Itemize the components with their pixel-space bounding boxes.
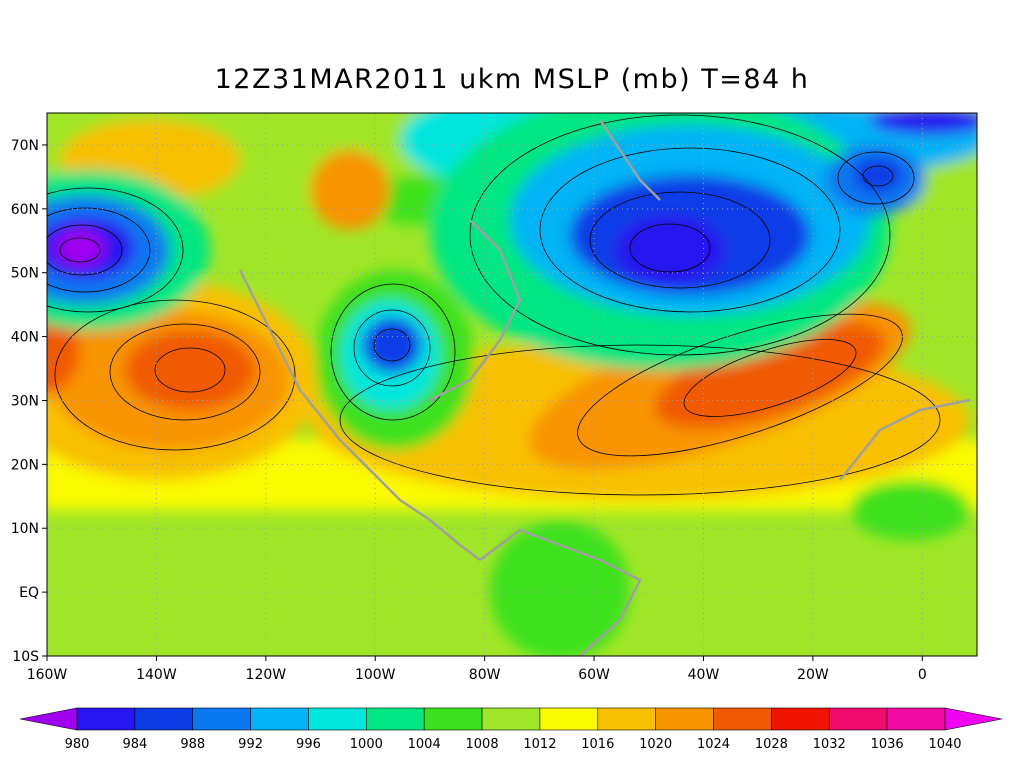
colorbar-box [713,707,772,731]
colorbar-label: 1012 [523,737,556,752]
colorbar-label: 1040 [928,737,961,752]
colorbar-box [250,707,309,731]
x-tick-label: 80W [469,667,501,683]
y-tick-label: 10N [11,521,39,537]
y-tick-label: 70N [11,138,39,154]
y-tick-label: 50N [11,266,39,282]
title: 12Z31MAR2011 ukm MSLP (mb) T=84 h [215,64,810,95]
colorbar-label: 1008 [466,737,499,752]
colorbar-box [597,707,656,731]
colorbar-label: 1016 [581,737,614,752]
colorbar-box [366,707,425,731]
colorbar-label: 1032 [813,737,846,752]
x-tick-label: 40W [688,667,720,683]
coastlines [238,119,971,656]
colorbar-label: 1020 [639,737,672,752]
y-tick-label: 10S [12,649,39,665]
colorbar-box [76,707,136,731]
colorbar-label: 1028 [755,737,788,752]
colorbar-box [481,707,541,731]
pressure-field [47,113,977,656]
colorbar-label: 996 [296,737,321,752]
colorbar-label: 1036 [871,737,904,752]
colorbar-box [828,707,888,731]
colorbar: 980 984 988 992 996 1000 1004 1008 1012 1016 1020 1… [19,707,1003,752]
x-tick-label: 60W [578,667,610,683]
colorbar-label: 992 [238,737,263,752]
y-tick-label: 40N [11,330,39,346]
y-tick-label: 30N [11,393,39,409]
colorbar-arrow [944,707,1003,731]
colorbar-box [771,707,830,731]
colorbar-label: 1024 [697,737,730,752]
colorbar-box [192,707,251,731]
x-tick-label: 160W [27,667,68,683]
x-tick-label: 0 [918,667,927,683]
x-tick-label: 20W [797,667,829,683]
contours [47,114,941,496]
colorbar-label: 988 [180,737,205,752]
colorbar-box [308,707,367,731]
colorbar-label: 1004 [408,737,441,752]
colorbar-arrow [19,707,78,731]
colorbar-label: 1000 [350,737,383,752]
x-tick-label: 140W [136,667,177,683]
colorbar-box [134,707,194,731]
colorbar-label: 984 [122,737,147,752]
colorbar-box [539,707,599,731]
colorbar-box [423,707,483,731]
y-tick-label: 60N [11,202,39,218]
y-tick-label: EQ [19,585,39,601]
x-tick-label: 120W [246,667,287,683]
map-frame [46,112,978,657]
colorbar-box [886,707,946,731]
colorbar-label: 980 [65,737,90,752]
colorbar-box [655,707,714,731]
y-tick-label: 20N [11,457,39,473]
x-tick-label: 100W [355,667,396,683]
